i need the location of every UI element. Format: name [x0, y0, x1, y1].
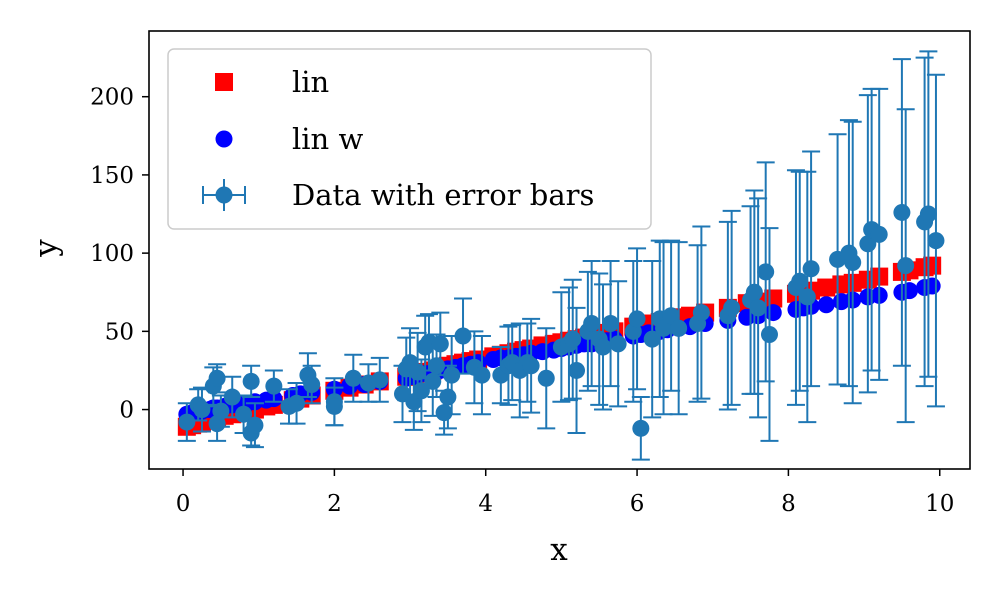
- data-point: [439, 388, 457, 406]
- y-tick-label: 0: [119, 398, 134, 424]
- legend-frame: [167, 48, 652, 230]
- data-point: [798, 288, 816, 306]
- legend-label: lin: [292, 65, 329, 99]
- data-point: [628, 310, 646, 328]
- legend-label: Data with error bars: [292, 178, 594, 212]
- data-point: [568, 361, 586, 379]
- data-point: [893, 203, 911, 221]
- x-tick-label: 6: [630, 491, 645, 517]
- legend-marker-data: [215, 186, 233, 204]
- legend-label: lin w: [292, 122, 363, 156]
- data-point: [428, 357, 446, 375]
- data-point: [212, 402, 230, 420]
- lin-w-point: [764, 304, 782, 322]
- data-point: [692, 304, 710, 322]
- data-point: [609, 335, 627, 353]
- data-point: [303, 376, 321, 394]
- data-point: [473, 366, 491, 384]
- data-point: [454, 327, 472, 345]
- data-point: [655, 319, 673, 337]
- data-point: [870, 225, 888, 243]
- data-point: [443, 366, 461, 384]
- y-axis-label: y: [28, 239, 64, 258]
- data-point: [859, 235, 877, 253]
- plot-marks: [177, 50, 945, 461]
- y-tick-label: 50: [105, 319, 134, 345]
- axes-frame: [148, 30, 971, 470]
- data-point: [919, 205, 937, 223]
- data-point: [371, 371, 389, 389]
- data-point: [643, 330, 661, 348]
- data-point: [844, 254, 862, 272]
- data-point: [594, 338, 612, 356]
- data-point: [897, 257, 915, 275]
- data-point: [791, 272, 809, 290]
- data-point: [760, 325, 778, 343]
- data-point: [670, 319, 688, 337]
- data-point: [344, 369, 362, 387]
- x-tick-label: 8: [781, 491, 796, 517]
- data-point: [223, 388, 241, 406]
- data-point: [757, 263, 775, 281]
- data-point: [412, 382, 430, 400]
- x-axis-label: x: [550, 532, 568, 568]
- legend: lin lin w Data with error bars: [167, 48, 652, 230]
- lin-point: [817, 278, 836, 297]
- y-tick-label: 200: [90, 85, 134, 111]
- data-point: [208, 369, 226, 387]
- data-point: [745, 283, 763, 301]
- data-point: [602, 315, 620, 333]
- lin-point: [923, 256, 942, 275]
- legend-marker-lin: [215, 73, 233, 91]
- data-point: [927, 232, 945, 250]
- data-point: [246, 416, 264, 434]
- data-point: [409, 363, 427, 381]
- lin-w-point: [900, 282, 918, 300]
- data-point: [662, 307, 680, 325]
- data-point: [288, 394, 306, 412]
- x-tick-label: 10: [925, 491, 954, 517]
- data-point: [583, 315, 601, 333]
- x-tick-label: 4: [478, 491, 493, 517]
- data-point: [537, 369, 555, 387]
- x-tick-label: 2: [327, 491, 342, 517]
- plot-area: [177, 50, 945, 461]
- data-point: [522, 357, 540, 375]
- data-point: [178, 413, 196, 431]
- legend-marker-lin-w: [215, 130, 233, 148]
- data-point: [431, 335, 449, 353]
- lin-w-point: [923, 277, 941, 295]
- data-point: [435, 404, 453, 422]
- data-point: [424, 372, 442, 390]
- x-tick-label: 0: [176, 491, 191, 517]
- data-point: [749, 299, 767, 317]
- data-point: [193, 401, 211, 419]
- data-point: [632, 419, 650, 437]
- data-point: [325, 397, 343, 415]
- data-point: [235, 405, 253, 423]
- data-point: [265, 377, 283, 395]
- data-point: [242, 372, 260, 390]
- y-tick-label: 150: [90, 163, 134, 189]
- y-tick-label: 100: [90, 241, 134, 267]
- lin-w-point: [817, 296, 835, 314]
- data-point: [802, 260, 820, 278]
- data-point: [564, 330, 582, 348]
- data-point: [723, 299, 741, 317]
